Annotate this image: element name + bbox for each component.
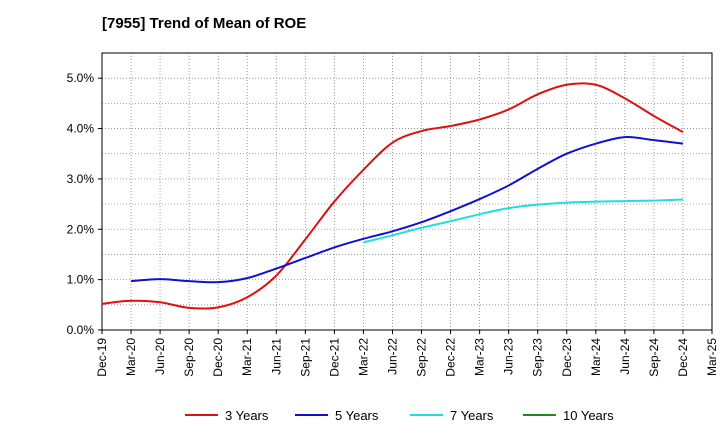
x-tick-label: Dec-24 <box>676 338 690 377</box>
x-tick-label: Sep-23 <box>531 338 545 377</box>
series-line-7-years <box>363 198 683 244</box>
x-tick-label: Mar-25 <box>705 338 719 376</box>
x-tick-label: Jun-22 <box>385 338 399 375</box>
legend-label-3-years: 3 Years <box>225 408 269 423</box>
legend: 3 Years 5 Years 7 Years 10 Years <box>185 408 614 423</box>
x-tick-label: Dec-21 <box>327 338 341 377</box>
x-tick-label: Jun-24 <box>618 338 632 375</box>
x-tick-label: Dec-20 <box>211 338 225 377</box>
legend-label-5-years: 5 Years <box>335 408 379 423</box>
x-tick-label: Dec-19 <box>95 338 109 377</box>
legend-label-7-years: 7 Years <box>450 408 494 423</box>
x-tick-label: Jun-20 <box>153 338 167 375</box>
y-tick-label: 1.0% <box>67 273 95 287</box>
x-tick-label: Sep-22 <box>415 338 429 377</box>
y-tick-label: 2.0% <box>67 222 95 236</box>
series-line-5-years <box>130 136 684 284</box>
chart-title: [7955] Trend of Mean of ROE <box>102 15 307 32</box>
grid <box>102 53 712 330</box>
x-tick-label: Dec-22 <box>444 338 458 377</box>
y-tick-label: 0.0% <box>67 323 95 337</box>
plot-frame <box>101 52 713 331</box>
x-tick-label: Mar-23 <box>473 338 487 376</box>
series-lines <box>101 82 684 310</box>
y-tick-label: 3.0% <box>67 172 95 186</box>
x-tick-label: Sep-21 <box>298 338 312 377</box>
x-tick-label: Jun-21 <box>269 338 283 375</box>
legend-label-10-years: 10 Years <box>563 408 614 423</box>
x-tick-label: Sep-24 <box>647 338 661 377</box>
x-tick-label: Dec-23 <box>560 338 574 377</box>
y-tick-label: 5.0% <box>67 71 95 85</box>
y-tick-label: 4.0% <box>67 122 95 136</box>
x-tick-label: Mar-21 <box>240 338 254 376</box>
x-axis: Dec-19 Mar-20 Jun-20 Sep-20 Dec-20 Mar-21 Jun-… <box>95 330 719 377</box>
x-tick-label: Jun-23 <box>502 338 516 375</box>
x-tick-label: Mar-24 <box>589 338 603 376</box>
x-tick-label: Mar-20 <box>124 338 138 376</box>
x-tick-label: Sep-20 <box>182 338 196 377</box>
series-line-3-years <box>101 82 684 310</box>
y-axis: 0.0% 1.0% 2.0% 3.0% 4.0% 5.0% <box>67 71 102 337</box>
x-tick-label: Mar-22 <box>356 338 370 376</box>
